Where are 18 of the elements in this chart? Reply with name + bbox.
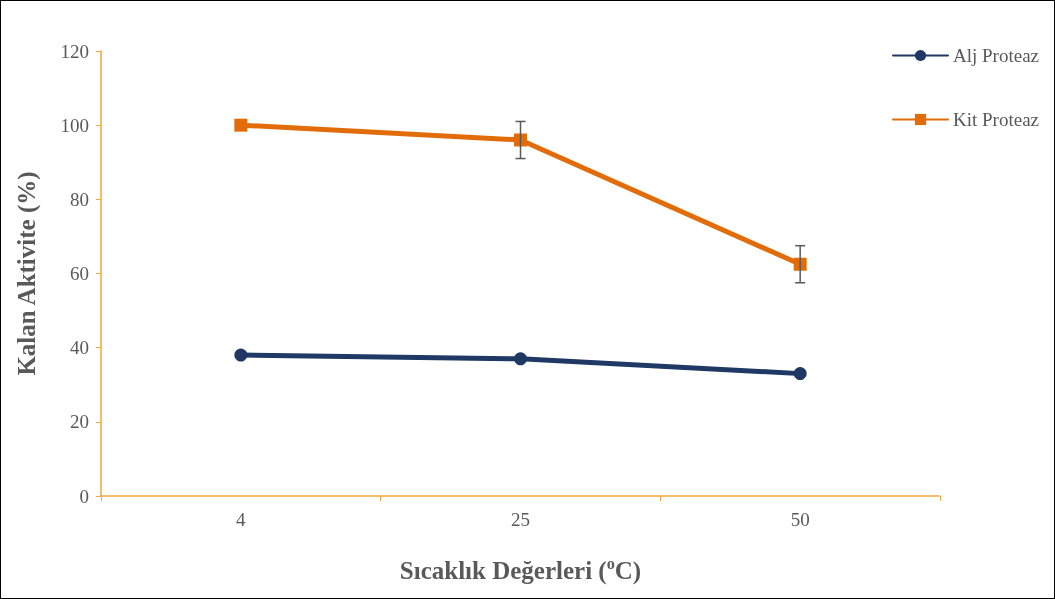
y-tick-label: 20	[70, 411, 89, 433]
x-tick-label: 4	[236, 509, 247, 530]
y-tick-label: 100	[60, 114, 89, 136]
point	[234, 118, 248, 132]
legend-label: Alj Proteaz	[953, 45, 1040, 66]
x-tick-label: 50	[790, 509, 810, 530]
y-tick-label: 80	[70, 188, 89, 210]
x-tick-label: 25	[511, 509, 530, 530]
point	[514, 352, 527, 366]
point	[514, 133, 527, 147]
y-tick-label: 120	[60, 40, 89, 62]
y-axis-title: Kalan Aktivite (%)	[13, 171, 41, 376]
y-tick-label: 60	[70, 263, 89, 284]
point	[234, 348, 248, 362]
y-tick-label: 0	[79, 485, 89, 507]
legend-label: Kit Proteaz	[953, 109, 1040, 130]
point	[793, 367, 807, 381]
y-tick-label: 40	[70, 337, 89, 359]
